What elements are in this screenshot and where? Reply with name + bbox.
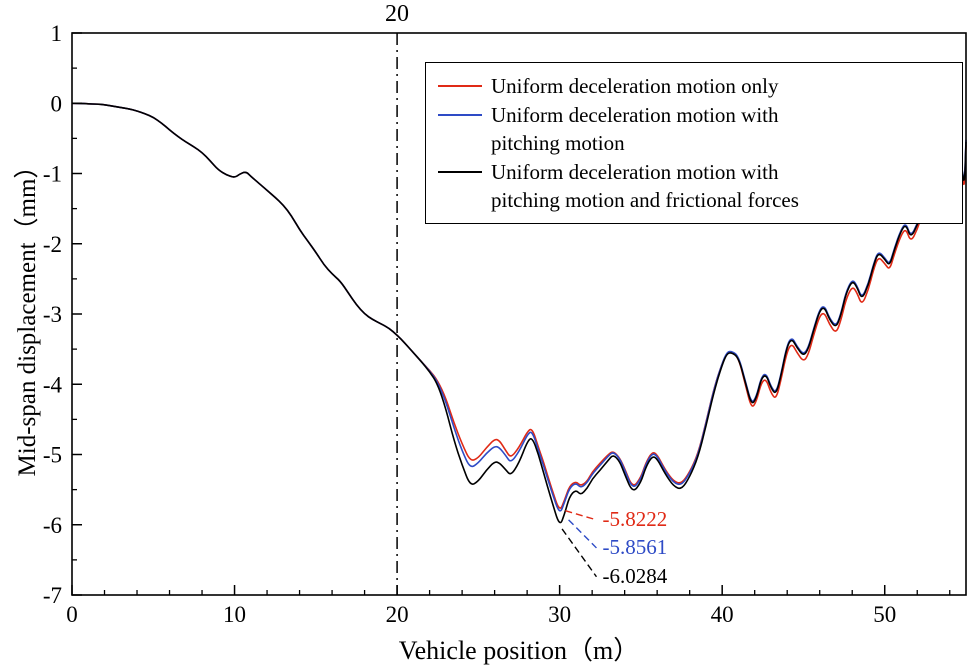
legend-entry-with-pitching-friction: Uniform deceleration motion with pitchin… [438,158,954,214]
legend-entry-with-pitching: Uniform deceleration motion with pitchin… [438,101,954,157]
y-tick-label: -1 [43,162,62,187]
y-tick-label: -4 [43,372,63,397]
y-tick-label: -7 [43,583,62,608]
y-tick-label: -5 [43,443,62,468]
y-tick-label: 0 [51,91,63,116]
x-tick-label: 10 [223,602,246,627]
annotation-min-blue: -5.8561 [602,534,668,559]
annotation-min-red: -5.8222 [602,506,668,531]
legend-label: Uniform deceleration motion only [491,74,779,98]
x-tick-label: 20 [386,602,409,627]
legend-label: Uniform deceleration motion with [491,160,779,184]
legend-label: Uniform deceleration motion with [491,103,779,127]
legend-line-sample-black [438,171,482,174]
annotation-min-black: -6.0284 [602,563,668,588]
legend-line-sample-red [438,85,482,88]
legend-line-sample-blue [438,114,482,117]
y-tick-label: -3 [43,302,62,327]
y-tick-label: -6 [43,513,62,538]
annotation-leader-1 [568,519,597,549]
annotation-leader-0 [565,510,597,521]
legend-label-line2: pitching motion and frictional forces [491,188,799,212]
series-line-with-pitching-friction [71,102,967,524]
x-tick-label: 30 [548,602,571,627]
y-axis-title: Mid-span displacement（mm） [14,153,41,477]
legend-label-line2: pitching motion [491,131,625,155]
x-tick-label: 50 [873,602,896,627]
annotation-leader-2 [561,528,598,578]
legend: Uniform deceleration motion only Uniform… [425,62,963,224]
reference-line-label: 20 [385,1,409,27]
y-tick-label: 1 [51,21,63,46]
legend-entry-uniform-only: Uniform deceleration motion only [438,72,954,100]
x-axis-title: Vehicle position（m） [398,636,640,665]
y-tick-label: -2 [43,232,62,257]
x-tick-label: 40 [711,602,734,627]
x-tick-label: 0 [66,602,78,627]
